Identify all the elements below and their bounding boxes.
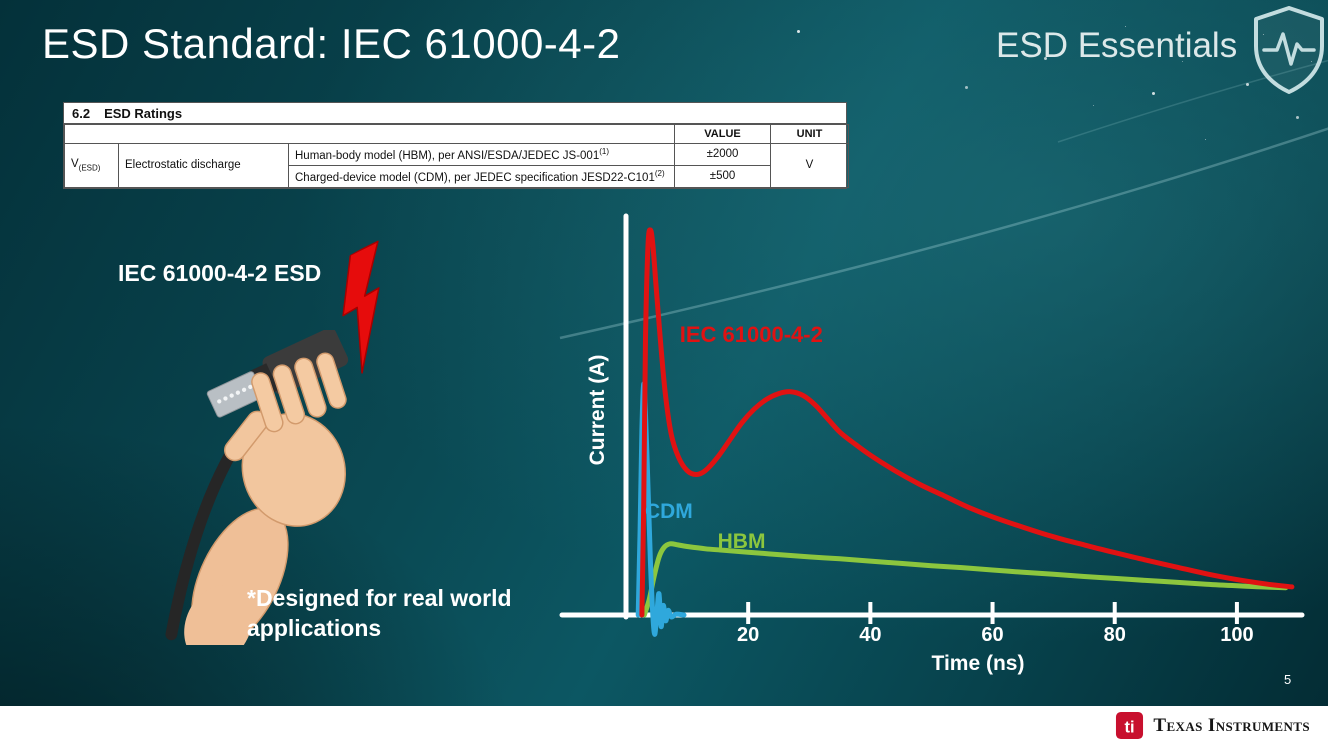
footer-bar: ti Texas Instruments: [0, 706, 1328, 746]
svg-text:ti: ti: [1125, 718, 1135, 736]
series-label-iec: IEC 61000-4-2: [679, 322, 823, 348]
sparkle-dots: [797, 30, 800, 33]
header-unit: UNIT: [770, 124, 850, 144]
connector-pins: [217, 384, 253, 404]
hbm-description-cell: Human-body model (HBM), per ANSI/ESDA/JE…: [287, 143, 676, 166]
brand-name: Texas Instruments: [1153, 715, 1310, 736]
ratings-grid: VALUE UNIT V(ESD) Electrostatic discharg…: [63, 124, 850, 188]
cdm-value-cell: ±500: [674, 164, 772, 188]
unit-cell: V: [770, 143, 850, 188]
y-axis-label: Current (A): [586, 354, 609, 466]
footnote-text: *Designed for real world applications: [247, 585, 512, 641]
header-value: VALUE: [674, 124, 772, 144]
chart-plot-area: [559, 213, 1305, 637]
table-row: V(ESD) Electrostatic discharge Human-bod…: [64, 143, 850, 188]
esd-ratings-table: 6.2 ESD Ratings VALUE UNIT V(ESD) Electro…: [63, 102, 850, 189]
table-header-row: VALUE UNIT: [63, 124, 850, 144]
page-title: ESD Standard: IEC 61000-4-2: [42, 20, 621, 67]
x-tick-label: 60: [981, 624, 1004, 646]
hbm-value-cell: ±2000: [674, 143, 772, 166]
symbol-cell: V(ESD): [64, 143, 119, 188]
section-title: ESD Ratings: [104, 106, 183, 121]
series-curve-2: [641, 541, 1289, 618]
waveform-chart: Current (A) Time (ns) 20 40 60 80 100 IEC 61…: [558, 210, 1306, 690]
fingers: [251, 352, 347, 433]
x-tick-label: 100: [1220, 624, 1254, 646]
section-number: 6.2: [72, 106, 91, 121]
x-axis-label: Time (ns): [931, 652, 1025, 675]
page-number: 5: [1284, 672, 1292, 687]
x-tick-label: 80: [1103, 624, 1126, 646]
parameter-cell: Electrostatic discharge: [118, 143, 289, 188]
arm: [184, 507, 289, 645]
illustration-label: IEC 61000-4-2 ESD: [118, 260, 322, 286]
x-tick-label: 40: [859, 624, 882, 646]
table-section-heading: 6.2 ESD Ratings: [64, 103, 846, 124]
header-empty-cell: [63, 124, 676, 144]
table-row: Charged-device model (CDM), per JEDEC sp…: [65, 164, 849, 188]
series-curve-0: [639, 227, 1295, 618]
cdm-description-cell: Charged-device model (CDM), per JEDEC sp…: [287, 164, 676, 188]
ti-logo-icon: ti: [1116, 711, 1144, 740]
lightning-bolt-icon: [342, 240, 380, 374]
series-label-hbm: HBM: [717, 530, 766, 554]
series-branding-label: ESD Essentials: [996, 26, 1238, 65]
shield-pulse-icon: [1254, 6, 1324, 94]
x-tick-label: 20: [737, 624, 760, 646]
series-label-cdm: CDM: [644, 499, 693, 523]
hand-holding-connector-illustration: [165, 330, 349, 645]
